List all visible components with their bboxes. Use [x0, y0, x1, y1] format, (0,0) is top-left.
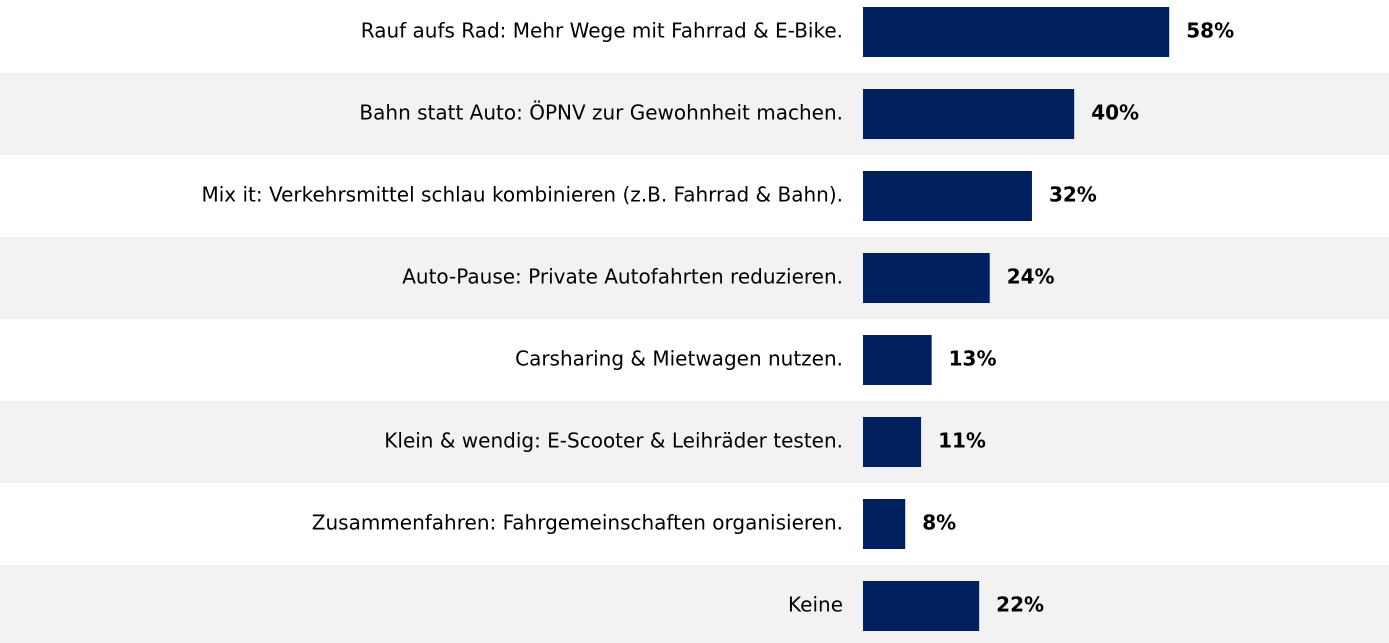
value-label: 40%: [1091, 101, 1139, 125]
bar: [863, 89, 1075, 139]
value-label: 24%: [1007, 265, 1055, 289]
category-label: Mix it: Verkehrsmittel schlau kombiniere…: [201, 183, 843, 207]
category-label: Rauf aufs Rad: Mehr Wege mit Fahrrad & E…: [361, 19, 843, 43]
bar: [863, 335, 932, 385]
bar: [863, 417, 922, 467]
bar: [863, 7, 1170, 57]
bar: [863, 171, 1032, 221]
category-label: Auto-Pause: Private Autofahrten reduzier…: [402, 265, 843, 289]
value-label: 11%: [938, 429, 986, 453]
row-band: [0, 401, 1389, 483]
category-label: Klein & wendig: E-Scooter & Leihräder te…: [384, 429, 843, 453]
value-label: 13%: [949, 347, 997, 371]
bar: [863, 253, 990, 303]
bar: [863, 499, 906, 549]
value-label: 22%: [996, 593, 1044, 617]
value-label: 32%: [1049, 183, 1097, 207]
category-label: Keine: [788, 593, 843, 617]
category-label: Bahn statt Auto: ÖPNV zur Gewohnheit mac…: [359, 101, 843, 125]
category-label: Zusammenfahren: Fahrgemeinschaften organ…: [312, 511, 843, 535]
bar: [863, 581, 980, 631]
category-label: Carsharing & Mietwagen nutzen.: [515, 347, 843, 371]
row-band: [0, 73, 1389, 155]
value-label: 58%: [1186, 19, 1234, 43]
row-band: [0, 237, 1389, 319]
row-band: [0, 565, 1389, 643]
value-label: 8%: [922, 511, 956, 535]
